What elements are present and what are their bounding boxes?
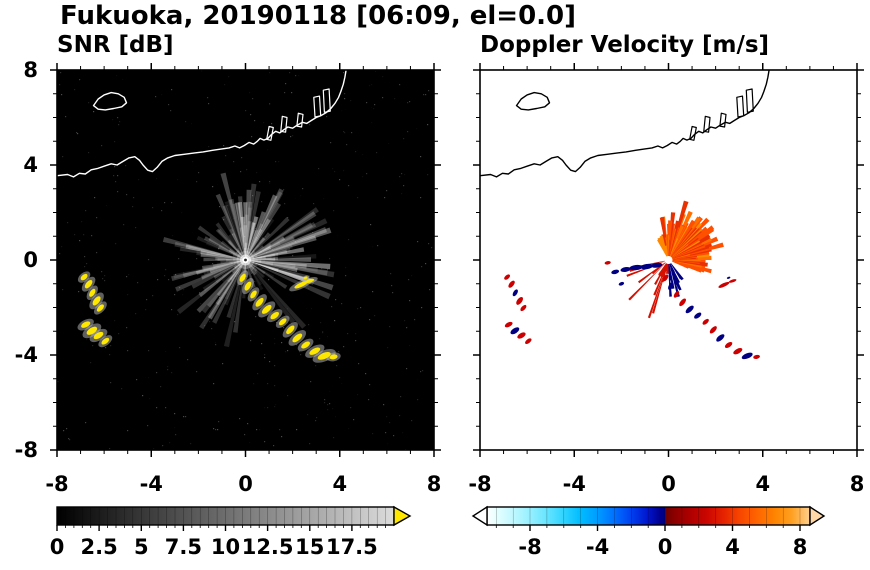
snr-colorbar-tick-label: 17.5 [325,535,378,559]
doppler-panel-title: Doppler Velocity [m/s] [480,32,770,58]
y-tick-label: 0 [23,248,38,272]
velocity-under-range-arrow-icon [471,505,488,527]
doppler-plot-canvas [480,70,857,450]
velocity-colorbar-tick-label: 4 [725,535,740,559]
velocity-colorbar-tick-label: -4 [585,535,610,559]
velocity-over-range-arrow-icon [809,505,826,527]
snr-over-range-arrow-icon [393,505,412,527]
snr-colorbar-tick-label: 15 [295,535,325,559]
velocity-colorbar-tick-label: 8 [792,535,808,559]
x-tick-label: -8 [45,472,69,496]
x-tick-label: 0 [238,472,253,496]
snr-panel-title: SNR [dB] [57,32,174,58]
figure-title: Fukuoka, 20190118 [06:09, el=0.0] [60,1,577,31]
x-tick-label: -8 [468,472,492,496]
doppler-colorbar [471,505,826,531]
y-tick-label: 8 [23,58,38,82]
radar-center-glow [236,251,255,269]
velocity-colorbar-tick-label: 0 [657,535,673,559]
y-tick-label: 4 [23,153,38,177]
snr-colorbar-tick-label: 5 [133,535,149,559]
y-tick-label: -8 [14,438,38,462]
x-tick-label: -4 [139,472,163,496]
snr-colorbar [56,505,412,531]
snr-colorbar-tick-label: 0 [49,535,65,559]
x-tick-label: 0 [661,472,676,496]
y-tick-label: -4 [14,343,38,367]
x-tick-label: 8 [426,472,442,496]
snr-colorbar-tick-label: 2.5 [80,535,118,559]
snr-colorbar-tick-label: 12.5 [241,535,294,559]
snr-colorbar-tick-label: 10 [210,535,241,559]
velocity-colorbar-tick-label: -8 [518,535,542,559]
snr-plot-canvas [57,70,434,450]
snr-colorbar-tick-label: 7.5 [164,535,202,559]
x-tick-label: 4 [332,472,348,496]
radar-center-hole [664,256,673,264]
x-tick-label: -4 [562,472,586,496]
x-tick-label: 8 [849,472,865,496]
x-tick-label: 4 [755,472,771,496]
